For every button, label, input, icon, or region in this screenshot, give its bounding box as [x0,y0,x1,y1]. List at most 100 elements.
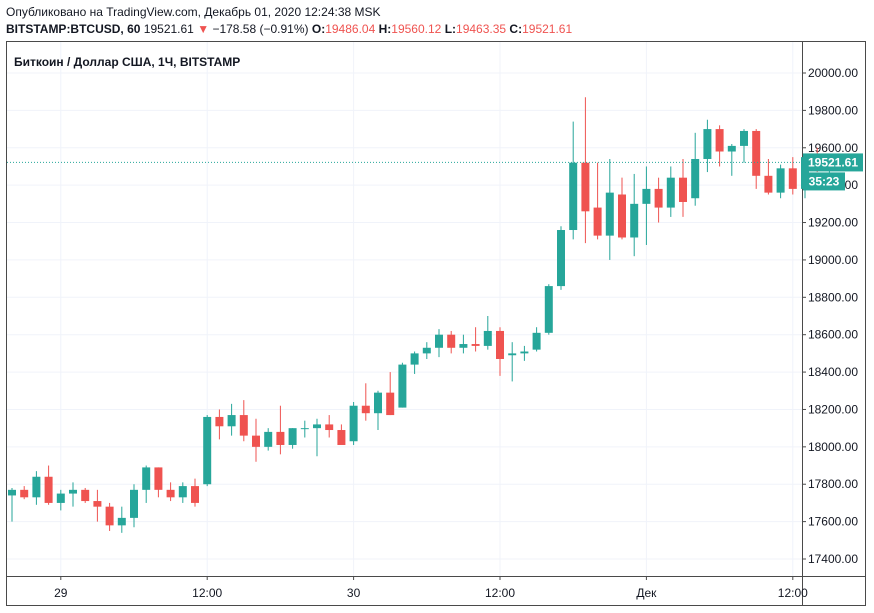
candle-body [130,489,138,518]
candle-body [227,415,236,427]
candle-body [386,392,395,416]
candle [605,158,614,260]
countdown-badge-box [803,172,845,191]
candle-body [618,194,626,238]
candle [325,415,334,438]
close-label: C: [509,22,523,36]
candle-body [691,158,700,199]
candle [252,418,260,462]
grid-lines [7,42,802,576]
candle-body [581,162,590,212]
candle [557,226,565,290]
low-label: L: [444,22,457,36]
candle-body [93,501,102,507]
candle [32,471,41,505]
price-badge: 19521.61 [803,153,863,172]
candle [361,383,370,421]
candle [227,403,236,436]
candle-body [264,431,273,447]
candle [740,129,748,163]
candle [788,157,797,195]
candle [496,327,504,376]
candle [349,401,358,445]
y-tick-label: 18400.00 [808,365,858,379]
candle [215,409,224,440]
candle [178,482,187,503]
candle [459,334,468,354]
candle-body [44,476,53,503]
candle-body [56,493,65,503]
candle-body [447,334,456,348]
candle-body [642,188,651,204]
y-tick-label: 19000.00 [808,253,858,267]
candle [8,487,16,522]
candle-body [374,392,382,414]
candle-body [557,230,565,287]
x-tick-label: 30 [347,586,361,600]
x-tick-label: 29 [54,586,68,600]
candle [337,424,346,445]
candle [642,166,651,245]
candle-body [239,415,248,436]
candle [727,144,736,176]
candle [691,132,700,206]
y-tick-label: 19600.00 [808,141,858,155]
candle-body [727,145,736,152]
candle-body [398,364,407,408]
candle-body [459,344,468,348]
candle [764,158,773,195]
x-tick-label: 12:00 [485,586,515,600]
price-axis[interactable]: 20000.0019800.0019600.0019400.0019200.00… [802,42,858,605]
y-tick-label: 17600.00 [808,515,858,529]
candle-body [508,353,517,356]
chart-legend-title: Биткоин / Доллар США, 1Ч, BITSTAMP [14,55,240,69]
candle-body [703,129,712,159]
candle [313,418,321,457]
candle-body [105,506,114,526]
candle [93,489,102,522]
candle-body [300,428,309,430]
chart-frame[interactable] [6,41,866,606]
candle-body [483,330,492,346]
open-label: O: [311,22,326,36]
candle [239,400,248,442]
candle-body [69,489,77,494]
candle [666,166,675,217]
candle [130,484,138,528]
time-axis[interactable]: 29 12:00 30 12:00 Дек 12:00 [7,576,865,600]
candle-body [715,129,724,152]
candle [398,362,407,408]
candle-body [740,130,748,146]
candle-body [81,489,90,502]
candle [776,164,785,199]
candle [81,487,90,503]
y-tick-label: 18600.00 [808,328,858,342]
candle [630,173,639,257]
candle-body [752,130,761,176]
candle-body [666,177,675,208]
candle [56,489,65,511]
y-tick-label: 17800.00 [808,477,858,491]
candle-body [349,405,358,442]
candle [422,342,431,359]
candle [203,415,212,487]
candle [44,465,53,505]
candle [191,478,199,507]
x-tick-label: 12:00 [192,586,222,600]
candle-body [593,207,602,236]
candle-body [605,192,614,236]
change-value: −178.58 (−0.91%) [212,22,309,36]
candle-body [252,435,260,447]
candle-body [496,330,504,359]
candle [410,351,419,374]
candle-body [166,489,175,498]
candle [154,467,163,498]
candle [483,316,492,350]
candle-body [325,424,334,431]
last-price: 19521.61 [143,22,194,36]
candle [618,177,626,240]
candle [386,372,395,416]
candle [703,119,712,173]
candle [752,129,761,189]
